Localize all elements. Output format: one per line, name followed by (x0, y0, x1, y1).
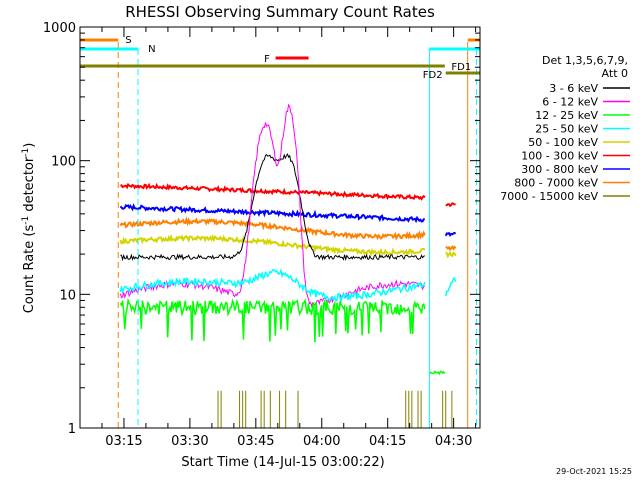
series-line (120, 182, 426, 201)
x-tick-label: 04:30 (435, 434, 472, 449)
y-tick-label: 10 (59, 288, 76, 303)
x-tick-label: 04:00 (303, 434, 340, 449)
legend-entry-label: 3 - 6 keV (549, 82, 598, 95)
x-axis-label: Start Time (14-Jul-15 03:00:22) (181, 455, 384, 470)
y-tick-label: 1000 (43, 21, 76, 36)
flag-label-fd2: FD2 (423, 70, 443, 81)
legend-entry-label: 800 - 7000 keV (514, 177, 598, 190)
y-axis-label: Count Rate (s-1 detector-1) (21, 143, 37, 314)
series-line (119, 297, 426, 343)
legend-entry-label: 25 - 50 keV (535, 123, 598, 136)
legend-detectors: Det 1,3,5,6,7,9, (542, 54, 628, 67)
series-line (120, 153, 426, 262)
x-tick-label: 03:15 (105, 434, 142, 449)
series-line (119, 203, 425, 224)
x-tick-label: 03:30 (171, 434, 208, 449)
x-tick-label: 04:15 (369, 434, 406, 449)
legend-entry-label: 100 - 300 keV (521, 150, 598, 163)
timestamp: 29-Oct-2021 15:25 (556, 467, 632, 476)
series-line (429, 370, 446, 376)
series-line (119, 103, 426, 309)
y-tick-label: 100 (51, 155, 76, 170)
x-tick-label: 03:45 (237, 434, 274, 449)
series-line (445, 250, 457, 259)
series-line (119, 267, 426, 302)
legend-entry-label: 7000 - 15000 keV (500, 190, 598, 203)
flag-label-s: S (125, 35, 131, 46)
legend-entry-label: 6 - 12 keV (542, 96, 598, 109)
plot-frame (79, 26, 481, 429)
legend-attenuator: Att 0 (602, 67, 628, 80)
chart-title: RHESSI Observing Summary Count Rates (125, 3, 435, 21)
series-line (444, 231, 457, 237)
y-tick-label: 1 (68, 422, 76, 437)
series-line (119, 233, 426, 257)
series-line (119, 216, 426, 241)
flag-label-fd1: FD1 (451, 62, 471, 73)
flag-label-n: N (148, 44, 155, 55)
legend-entry-label: 12 - 25 keV (535, 109, 598, 122)
series-line (445, 202, 456, 208)
series-line (444, 277, 457, 297)
legend-entry-label: 300 - 800 keV (521, 163, 598, 176)
legend-entry-label: 50 - 100 keV (528, 136, 598, 149)
series-line (445, 245, 457, 252)
flag-label-f: F (264, 54, 270, 65)
